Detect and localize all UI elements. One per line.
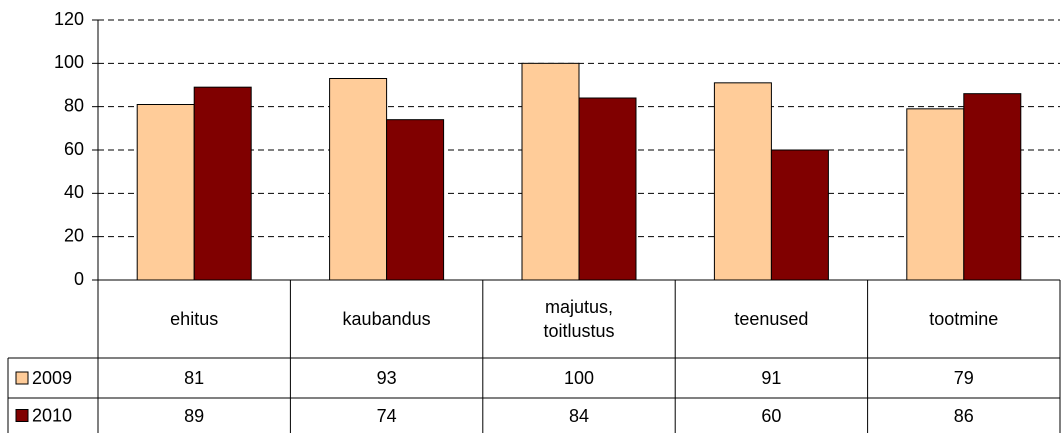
table-value: 60 [675, 398, 867, 433]
bar [193, 86, 252, 281]
table-value-text: 86 [953, 405, 974, 426]
y-tick-label: 40 [64, 182, 84, 202]
bar [578, 97, 637, 281]
category-label-text: kaubandus [342, 309, 431, 329]
table-value-text: 60 [761, 405, 782, 426]
table-value: 84 [483, 398, 675, 433]
category-label: kaubandus [290, 280, 482, 358]
y-tick-label: 60 [64, 139, 84, 159]
y-tick-label: 100 [54, 52, 84, 72]
table-value-text: 79 [953, 368, 974, 388]
table-value-text: 74 [376, 405, 397, 426]
table-value: 74 [290, 398, 482, 433]
table-value: 100 [483, 358, 675, 398]
y-tick-label: 0 [74, 269, 84, 289]
table-value: 81 [98, 358, 290, 398]
table-value-text: 93 [376, 368, 397, 388]
category-label-text: ehitus [170, 309, 219, 329]
y-tick-label: 80 [64, 95, 84, 115]
table-value: 93 [290, 358, 482, 398]
bar [963, 93, 1022, 281]
legend-label: 2010 [32, 405, 72, 425]
bar [770, 149, 829, 281]
category-label-text: majutus, toitlustus [543, 297, 615, 341]
legend-label: 2009 [32, 368, 72, 388]
category-label: ehitus [98, 280, 290, 358]
bar [136, 104, 195, 281]
table-value-text: 91 [761, 368, 782, 388]
y-tick-label: 120 [54, 9, 84, 29]
table-value-text: 89 [184, 405, 205, 426]
y-tick-label: 20 [64, 225, 84, 245]
bar [906, 108, 965, 281]
bar [521, 62, 580, 281]
table-value: 86 [868, 398, 1060, 433]
table-value-text: 84 [568, 405, 589, 426]
bar [713, 82, 772, 281]
category-label: majutus, toitlustus [483, 280, 675, 358]
category-label: tootmine [868, 280, 1060, 358]
table-value-text: 81 [184, 368, 205, 388]
table-value: 91 [675, 358, 867, 398]
category-label-text: tootmine [929, 309, 999, 329]
table-value: 89 [98, 398, 290, 433]
legend-swatch [15, 409, 29, 422]
table-value: 79 [868, 358, 1060, 398]
bar [386, 119, 445, 281]
legend-swatch [15, 371, 29, 385]
bar [329, 78, 388, 281]
category-label: teenused [675, 280, 867, 358]
category-label-text: teenused [734, 309, 809, 329]
table-value-text: 100 [563, 368, 595, 388]
